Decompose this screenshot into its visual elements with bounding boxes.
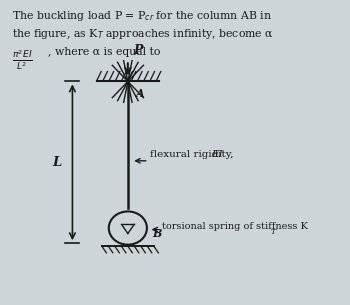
Text: EI: EI: [211, 150, 223, 159]
Text: P: P: [133, 44, 142, 57]
Text: , where α is equal to: , where α is equal to: [48, 47, 161, 57]
Text: The buckling load P = P$_{\mathit{cr}}$ for the column AB in: The buckling load P = P$_{\mathit{cr}}$ …: [12, 9, 272, 23]
Text: $\frac{\pi^2 EI}{L^2}$: $\frac{\pi^2 EI}{L^2}$: [12, 48, 33, 72]
Text: A: A: [135, 88, 144, 99]
Text: flexural rigidity,: flexural rigidity,: [150, 150, 237, 159]
Text: the figure, as K$_T$ approaches infinity, become α: the figure, as K$_T$ approaches infinity…: [12, 27, 274, 41]
Text: B: B: [152, 228, 161, 239]
Text: L: L: [52, 156, 62, 169]
Text: T: T: [271, 228, 276, 236]
Text: torsional spring of stiffness K: torsional spring of stiffness K: [162, 222, 308, 231]
